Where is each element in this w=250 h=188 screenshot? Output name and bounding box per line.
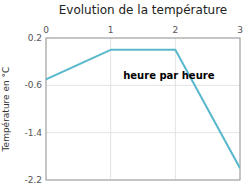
y-tick-label: -1.4 xyxy=(24,128,42,138)
title: Evolution de la température xyxy=(59,3,228,17)
x-tick-label: 2 xyxy=(172,25,178,35)
x-tick-label: 0 xyxy=(43,25,49,35)
data-line xyxy=(46,50,240,168)
grid xyxy=(46,38,240,180)
y-axis-label: Température en °C xyxy=(1,67,11,153)
grid-line xyxy=(110,38,111,180)
y-tick-label: -0.6 xyxy=(24,80,42,90)
grid-line xyxy=(175,38,176,180)
grid-line xyxy=(46,85,240,86)
chart: Evolution de la température Température e… xyxy=(0,0,250,188)
y-tick-label: 0.2 xyxy=(28,33,42,43)
plot-frame xyxy=(46,38,240,180)
annotation: heure par heure xyxy=(123,70,214,81)
grid-line xyxy=(46,132,240,133)
x-tick-label: 1 xyxy=(108,25,114,35)
plot-area xyxy=(46,50,240,168)
y-tick-label: -2.2 xyxy=(24,175,42,185)
x-tick-label: 3 xyxy=(237,25,243,35)
